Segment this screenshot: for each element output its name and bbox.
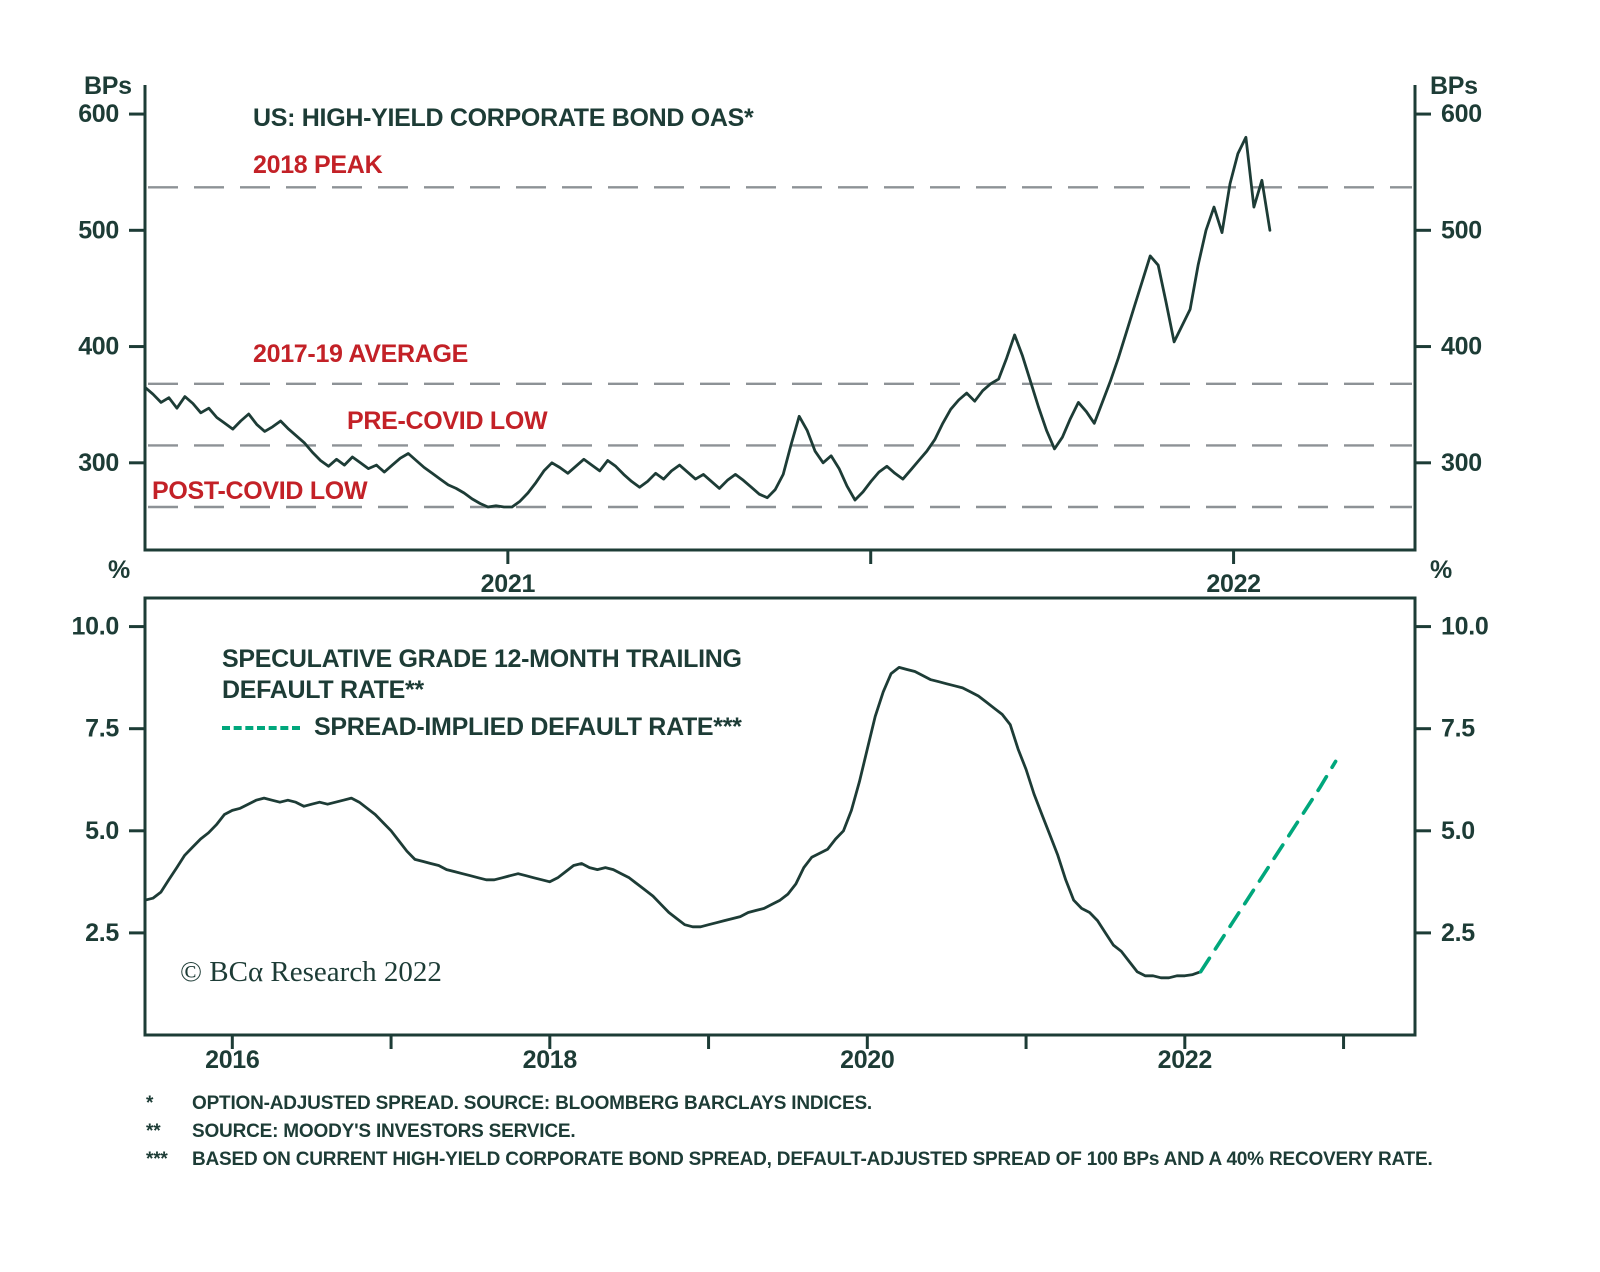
svg-text:2020: 2020: [840, 1046, 894, 1074]
footnote-2-text: SOURCE: MOODY'S INVESTORS SERVICE.: [192, 1121, 576, 1142]
y-axis-unit-top-right: BPs: [1430, 72, 1478, 100]
svg-text:10.0: 10.0: [72, 613, 119, 641]
svg-text:2022: 2022: [1206, 570, 1260, 598]
chart-title-oas: US: HIGH-YIELD CORPORATE BOND OAS*: [253, 104, 754, 132]
legend-entry-default-rate: SPECULATIVE GRADE 12-MONTH TRAILING DEFA…: [222, 645, 742, 704]
ref-label-2018-peak: 2018 PEAK: [253, 151, 383, 179]
footnote-1-text: OPTION-ADJUSTED SPREAD. SOURCE: BLOOMBER…: [192, 1093, 873, 1114]
svg-text:2021: 2021: [481, 570, 536, 598]
legend: SPECULATIVE GRADE 12-MONTH TRAILING DEFA…: [222, 644, 782, 743]
svg-text:300: 300: [1441, 449, 1482, 477]
svg-text:300: 300: [78, 449, 119, 477]
svg-text:400: 400: [78, 333, 119, 361]
svg-text:500: 500: [1441, 216, 1482, 244]
svg-text:600: 600: [78, 100, 119, 128]
svg-text:5.0: 5.0: [85, 817, 119, 845]
footnote-1: * OPTION-ADJUSTED SPREAD. SOURCE: BLOOMB…: [146, 1090, 1433, 1118]
y-axis-unit-bottom-right: %: [1430, 556, 1452, 584]
svg-text:2018: 2018: [523, 1046, 578, 1074]
svg-text:400: 400: [1441, 333, 1482, 361]
footnote-3-marker: ***: [146, 1149, 168, 1170]
svg-text:2016: 2016: [205, 1046, 259, 1074]
svg-text:7.5: 7.5: [85, 715, 119, 743]
y-axis-unit-bottom-left: %: [108, 556, 130, 584]
footnote-3: *** BASED ON CURRENT HIGH-YIELD CORPORAT…: [146, 1146, 1433, 1174]
green-dashed-line-swatch: [222, 725, 300, 730]
svg-text:2.5: 2.5: [1441, 919, 1475, 947]
svg-text:7.5: 7.5: [1441, 715, 1475, 743]
legend-entry-spread-implied-label: SPREAD-IMPLIED DEFAULT RATE***: [314, 713, 742, 741]
ref-label-pre-covid-low: PRE-COVID LOW: [347, 407, 548, 435]
ref-label-2017-19-average: 2017-19 AVERAGE: [253, 340, 469, 368]
svg-text:600: 600: [1441, 100, 1482, 128]
ref-label-post-covid-low: POST-COVID LOW: [152, 477, 368, 505]
footnote-3-text: BASED ON CURRENT HIGH-YIELD CORPORATE BO…: [192, 1149, 1433, 1170]
svg-text:2.5: 2.5: [85, 919, 119, 947]
legend-entry-spread-implied: SPREAD-IMPLIED DEFAULT RATE***: [222, 712, 782, 743]
footnote-2: ** SOURCE: MOODY'S INVESTORS SERVICE.: [146, 1118, 1433, 1146]
svg-text:2022: 2022: [1158, 1046, 1212, 1074]
footnote-2-marker: **: [146, 1121, 161, 1142]
y-axis-unit-top-left: BPs: [84, 72, 132, 100]
footnotes: * OPTION-ADJUSTED SPREAD. SOURCE: BLOOMB…: [146, 1090, 1433, 1174]
svg-text:5.0: 5.0: [1441, 817, 1475, 845]
copyright-text: © BCα Research 2022: [180, 956, 442, 988]
footnote-1-marker: *: [146, 1093, 154, 1114]
svg-text:10.0: 10.0: [1441, 613, 1488, 641]
svg-text:500: 500: [78, 216, 119, 244]
